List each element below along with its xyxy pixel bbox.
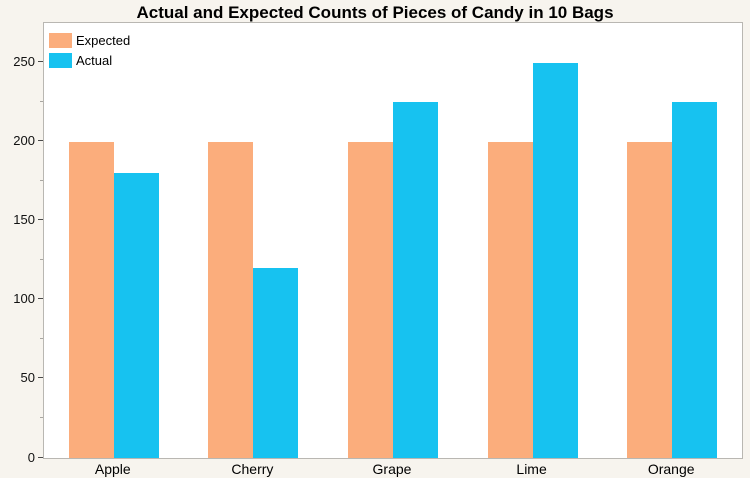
bar-expected-lime [487,141,533,458]
x-category-label-orange: Orange [647,461,695,477]
bar-expected-grape [348,141,393,458]
x-category-label-grape: Grape [372,461,412,477]
y-minor-tick-mark [40,179,43,181]
y-minor-tick-mark [40,416,43,418]
x-category-label-cherry: Cherry [231,461,274,477]
y-tick-label: 50 [20,370,35,386]
y-tick-mark [38,298,43,300]
bars-container [44,23,742,458]
bar-actual-lime [532,62,578,458]
legend-label: Actual [76,52,113,68]
plot-area: Expected Actual [43,22,743,459]
y-minor-tick-mark [40,337,43,339]
x-category-label-lime: Lime [516,461,547,477]
y-tick-label: 250 [13,54,35,70]
y-tick-label: 150 [13,212,35,228]
legend: Expected Actual [49,30,130,70]
bar-actual-orange [672,102,718,458]
bar-actual-apple [113,173,159,458]
legend-swatch-actual [49,52,72,68]
bar-expected-apple [68,141,114,458]
bar-actual-cherry [253,268,299,458]
y-tick-label: 0 [27,449,35,465]
y-minor-tick-mark [40,258,43,260]
legend-swatch-expected [49,32,72,48]
legend-label: Expected [76,32,131,48]
legend-item-actual: Actual [49,50,130,70]
y-minor-tick-mark [40,100,43,102]
bar-expected-cherry [208,141,254,458]
legend-item-expected: Expected [49,30,130,50]
chart-title: Actual and Expected Counts of Pieces of … [136,3,614,22]
y-tick-label: 200 [13,133,35,149]
y-tick-mark [38,61,43,63]
x-category-label-apple: Apple [94,461,131,477]
y-tick-mark [38,219,43,221]
bar-expected-orange [627,141,673,458]
y-tick-mark [38,377,43,379]
y-tick-mark [38,140,43,142]
y-tick-label: 100 [13,291,35,307]
bar-actual-grape [393,102,438,458]
y-tick-mark [38,456,43,458]
